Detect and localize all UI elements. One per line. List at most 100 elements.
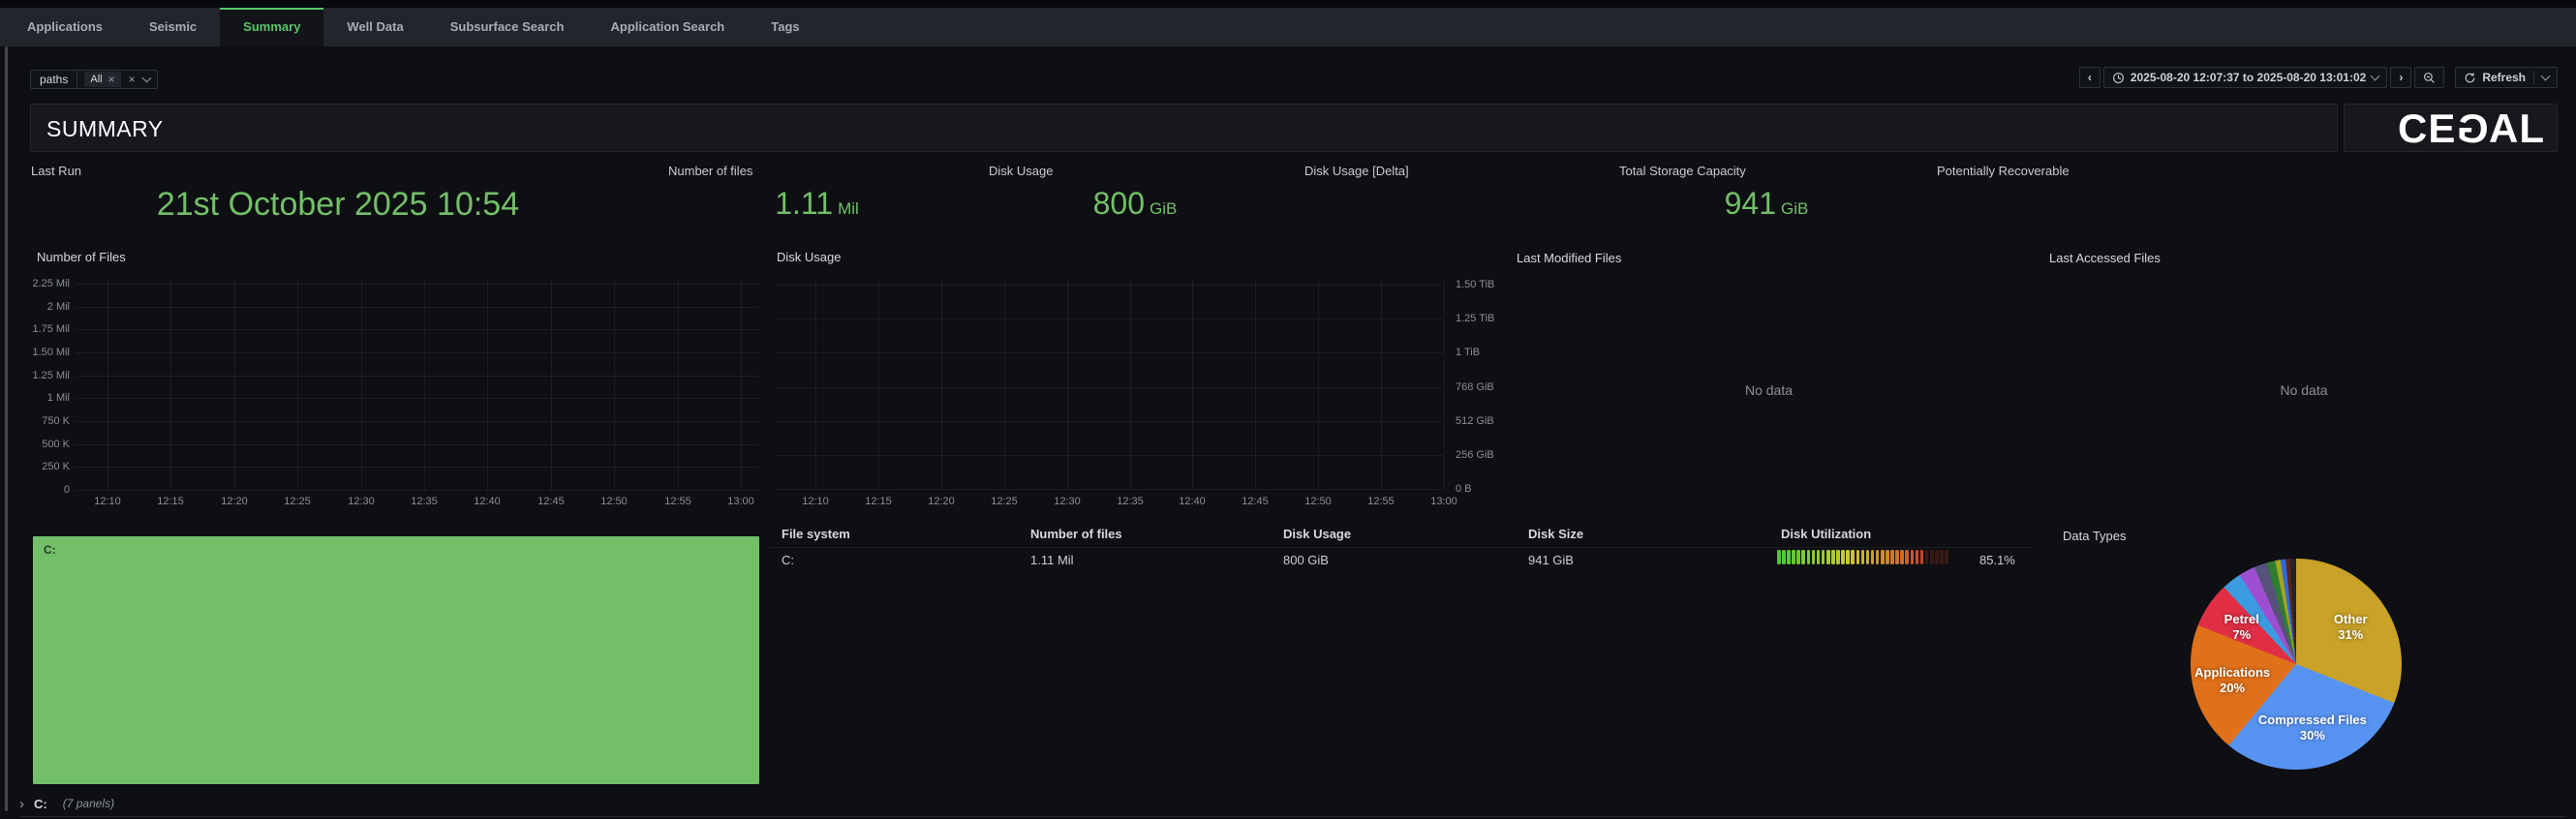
pie-slice-label-other: Other 31% — [2334, 612, 2368, 643]
stat-label: Disk Usage [Delta] — [1304, 164, 1409, 178]
stat-value: 21st October 2025 10:54 — [19, 186, 657, 224]
time-forward-button[interactable]: › — [2390, 67, 2412, 88]
x-tick-label: 12:15 — [157, 496, 184, 507]
zoom-out-button[interactable] — [2414, 67, 2445, 88]
row-divider — [19, 816, 2566, 817]
gridline — [741, 279, 742, 491]
gridline — [551, 279, 552, 491]
panel-title: Last Modified Files — [1517, 251, 1622, 265]
x-tick-label: 12:30 — [1054, 496, 1081, 507]
gauge-cell — [1836, 549, 1840, 564]
gridline — [1192, 280, 1193, 490]
panel-title-disk-usage: Disk Usage — [777, 250, 842, 264]
y-tick-label: 512 GiB — [1456, 415, 1494, 427]
x-tick-label: 12:35 — [411, 496, 438, 507]
chevron-down-icon[interactable] — [2540, 71, 2551, 81]
time-range-text: 2025-08-20 12:07:37 to 2025-08-20 13:01:… — [2130, 71, 2367, 84]
y-tick-label: 2.25 Mil — [32, 278, 70, 289]
x-tick-label: 12:40 — [1179, 496, 1206, 507]
pie-slice-label-applications: Applications 20% — [2194, 665, 2270, 696]
collapsed-row-panels-note: (7 panels) — [62, 797, 115, 810]
gauge-cell — [1880, 549, 1885, 564]
table-cell-disk-size: 941 GiB — [1528, 553, 1574, 567]
table-header-number-of-files: Number of files — [1030, 527, 1122, 541]
gridline — [1067, 280, 1068, 490]
logo-letter: G — [2456, 106, 2489, 151]
gauge-cell — [1875, 549, 1880, 564]
chevron-right-icon: › — [19, 795, 24, 812]
clear-filter-icon[interactable]: × — [128, 73, 136, 86]
stat-value: 941 GiB — [1608, 186, 1925, 222]
stat-value-text: 941 — [1724, 186, 1777, 221]
gauge-cell — [1792, 549, 1795, 564]
stat-value-text: 1.11 — [775, 186, 834, 221]
left-scrollbar[interactable] — [5, 46, 8, 811]
table-header-disk-utilization: Disk Utilization — [1781, 527, 1872, 541]
tab-tags[interactable]: Tags — [771, 19, 800, 34]
gauge-cell — [1841, 549, 1845, 564]
last-modified-files-panel[interactable]: Last Modified Files No data — [1509, 247, 2029, 514]
gridline — [361, 279, 362, 491]
chevron-down-icon[interactable] — [141, 73, 152, 83]
panel-title-number-of-files: Number of Files — [37, 250, 126, 264]
x-tick-label: 12:50 — [600, 496, 628, 507]
x-tick-label: 13:00 — [1430, 496, 1457, 507]
dashboard-tabbar: Applications Seismic Summary Well Data Subsu… — [0, 8, 2576, 46]
stat-label: Total Storage Capacity — [1619, 164, 1746, 178]
collapsed-row-c-drive[interactable]: › C: (7 panels) — [19, 792, 114, 815]
collapsed-row-label: C: — [34, 796, 47, 811]
last-accessed-files-panel[interactable]: Last Accessed Files No data — [2041, 247, 2566, 514]
refresh-icon — [2464, 72, 2476, 84]
pie-slice-label-petrel: Petrel 7% — [2224, 612, 2259, 643]
paths-filter-select[interactable]: All × × — [77, 70, 158, 89]
x-tick-label: 12:10 — [94, 496, 121, 507]
x-tick-label: 12:20 — [221, 496, 248, 507]
x-tick-label: 12:45 — [537, 496, 565, 507]
panel-title: Last Accessed Files — [2049, 251, 2161, 265]
chevron-right-icon: › — [2399, 71, 2404, 84]
logo-panel: CEGAL — [2344, 104, 2558, 152]
gauge-cell — [1851, 549, 1855, 564]
gridline — [1004, 280, 1005, 490]
data-types-panel: Data Types — [2037, 523, 2566, 784]
filter-value-chip[interactable]: All × — [84, 72, 121, 87]
pie-slice-percent: 20% — [2220, 680, 2246, 695]
gauge-cell — [1886, 549, 1889, 564]
tab-subsurface-search[interactable]: Subsurface Search — [449, 19, 565, 34]
no-data-text: No data — [2280, 381, 2328, 398]
pie-slice-name: Applications — [2194, 664, 2271, 680]
time-range-button[interactable]: 2025-08-20 12:07:37 to 2025-08-20 13:01:… — [2102, 67, 2388, 88]
chevron-down-icon — [2370, 71, 2380, 81]
cegal-logo: CEGAL — [2345, 105, 2557, 151]
gauge-cell — [1895, 549, 1899, 564]
refresh-button[interactable]: Refresh — [2455, 67, 2558, 88]
gridline — [1130, 280, 1131, 490]
y-tick-label: 1.75 Mil — [32, 323, 70, 335]
y-tick-label: 1.25 Mil — [32, 370, 70, 381]
gauge-cell — [1796, 549, 1800, 564]
tab-application-search[interactable]: Application Search — [610, 19, 725, 34]
stat-label: Last Run — [31, 164, 82, 178]
treemap-panel-c-drive[interactable]: C: — [33, 536, 759, 784]
x-tick-label: 13:00 — [727, 496, 754, 507]
remove-chip-icon[interactable]: × — [107, 73, 115, 86]
gauge-cell — [1919, 549, 1924, 564]
data-types-pie-chart[interactable] — [2191, 559, 2402, 770]
stat-value-unit: GiB — [1150, 199, 1178, 218]
x-tick-label: 12:10 — [802, 496, 829, 507]
tab-well-data[interactable]: Well Data — [347, 19, 404, 34]
gauge-cell — [1929, 549, 1934, 564]
gridline — [170, 279, 171, 491]
time-back-button[interactable]: ‹ — [2078, 67, 2101, 88]
window-top-strip — [0, 0, 2576, 8]
paths-filter-label: paths — [30, 70, 78, 89]
x-tick-label: 12:40 — [474, 496, 501, 507]
tab-seismic[interactable]: Seismic — [149, 19, 198, 34]
tab-summary[interactable]: Summary — [220, 8, 324, 46]
clock-icon — [2112, 72, 2125, 84]
tab-applications[interactable]: Applications — [27, 19, 104, 34]
x-tick-label: 12:25 — [284, 496, 311, 507]
pie-slice-percent: 7% — [2232, 626, 2252, 642]
gauge-cell — [1905, 549, 1910, 564]
